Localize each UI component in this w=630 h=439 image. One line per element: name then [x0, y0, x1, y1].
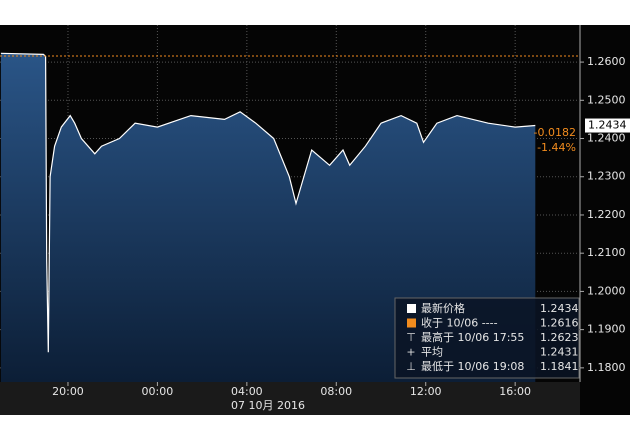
y-tick-label: 1.2400	[587, 132, 626, 145]
change-label: -0.0182	[534, 126, 576, 139]
y-tick-label: 1.2000	[587, 284, 626, 297]
legend-value: 1.2623	[540, 331, 579, 344]
legend-label: 最低于 10/06 19:08	[421, 360, 524, 373]
x-tick-label: 00:00	[142, 385, 174, 398]
legend-symbol: ⊤	[406, 331, 416, 344]
legend-box	[394, 297, 580, 379]
y-tick-label: 1.2100	[587, 246, 626, 259]
y-tick-label: 1.2200	[587, 208, 626, 221]
last-price-label: 1.2434	[588, 119, 627, 132]
x-tick-label: 08:00	[320, 385, 352, 398]
date-label: 07 10月 2016	[231, 399, 305, 412]
legend-value: 1.1841	[540, 360, 579, 373]
legend-label: 最高于 10/06 17:55	[421, 330, 524, 344]
legend-label: 收于 10/06 ----	[421, 316, 498, 330]
line	[0, 52, 536, 353]
x-tick-label: 16:00	[499, 385, 531, 398]
legend-symbol: ⊥	[406, 360, 416, 373]
legend-label: 最新价格	[421, 301, 465, 315]
legend-swatch	[407, 318, 416, 328]
x-tick-label: 04:00	[231, 385, 263, 398]
y-tick-label: 1.2600	[587, 55, 626, 68]
x-tick-label: 20:00	[52, 385, 84, 398]
last-price-box	[585, 118, 630, 133]
legend-value: 1.2431	[540, 346, 579, 359]
y-tick-label: 1.1900	[587, 323, 626, 336]
legend-label: 平均	[421, 346, 443, 359]
x-axis-band	[0, 382, 580, 415]
legend-swatch	[407, 304, 416, 313]
legend-value: 1.2434	[540, 302, 579, 315]
y-tick-label: 1.2300	[587, 170, 626, 183]
y-tick-label: 1.2500	[587, 93, 626, 106]
legend-symbol: +	[406, 346, 415, 359]
legend-value: 1.2616	[540, 317, 579, 330]
y-tick-label: 1.1800	[587, 361, 626, 374]
change-label: -1.44%	[537, 141, 576, 154]
x-tick-label: 12:00	[410, 385, 442, 398]
